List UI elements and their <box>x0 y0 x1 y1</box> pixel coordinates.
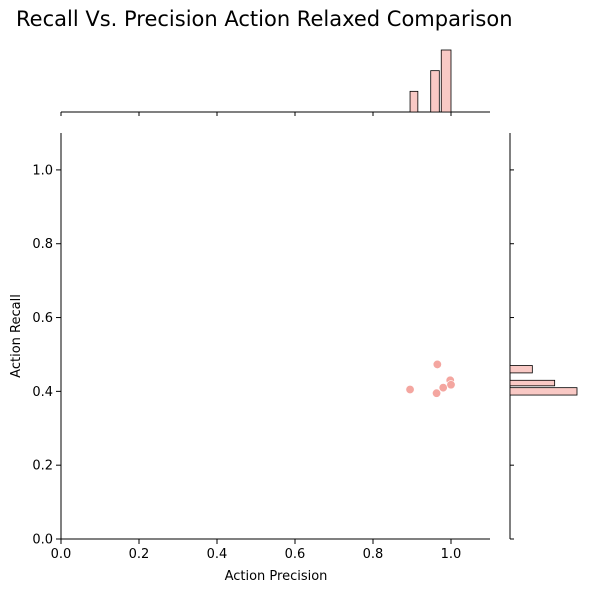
main-scatter-axes: 0.0 0.2 0.4 0.6 0.8 1.0 0.0 0.2 0.4 0.6 0.8 1.0 <box>32 133 490 562</box>
scatter-point <box>405 385 415 395</box>
right-marginal-histogram <box>509 133 578 540</box>
y-tick-label: 0.2 <box>32 459 53 474</box>
x-tick-label: 0.4 <box>207 547 228 562</box>
y-axis-label: Action Recall <box>9 294 24 378</box>
scatter-point <box>432 388 442 398</box>
y-tick-label: 0.8 <box>32 237 53 252</box>
x-tick-label: 0.0 <box>51 547 72 562</box>
scatter-point <box>432 359 442 369</box>
right-hist-bar <box>509 365 533 374</box>
top-marginal-histogram <box>60 49 490 116</box>
right-hist-bar <box>509 387 578 396</box>
chart-title: Recall Vs. Precision Action Relaxed Comp… <box>16 7 513 31</box>
x-tick-label: 0.6 <box>285 547 306 562</box>
y-tick-label: 1.0 <box>32 163 53 178</box>
x-tick-label: 0.2 <box>129 547 150 562</box>
y-tick-label: 0.6 <box>32 311 53 326</box>
top-hist-bar <box>430 70 440 113</box>
top-hist-bar <box>440 49 452 113</box>
x-tick-label: 0.8 <box>363 547 384 562</box>
scatter-point <box>446 380 456 390</box>
x-axis-label: Action Precision <box>225 569 328 584</box>
y-tick-label: 0.0 <box>32 533 53 548</box>
x-tick-label: 1.0 <box>441 547 462 562</box>
y-tick-label: 0.4 <box>32 385 53 400</box>
scatter-point <box>438 383 448 393</box>
top-hist-bar <box>409 90 419 113</box>
right-hist-bar <box>509 379 556 387</box>
